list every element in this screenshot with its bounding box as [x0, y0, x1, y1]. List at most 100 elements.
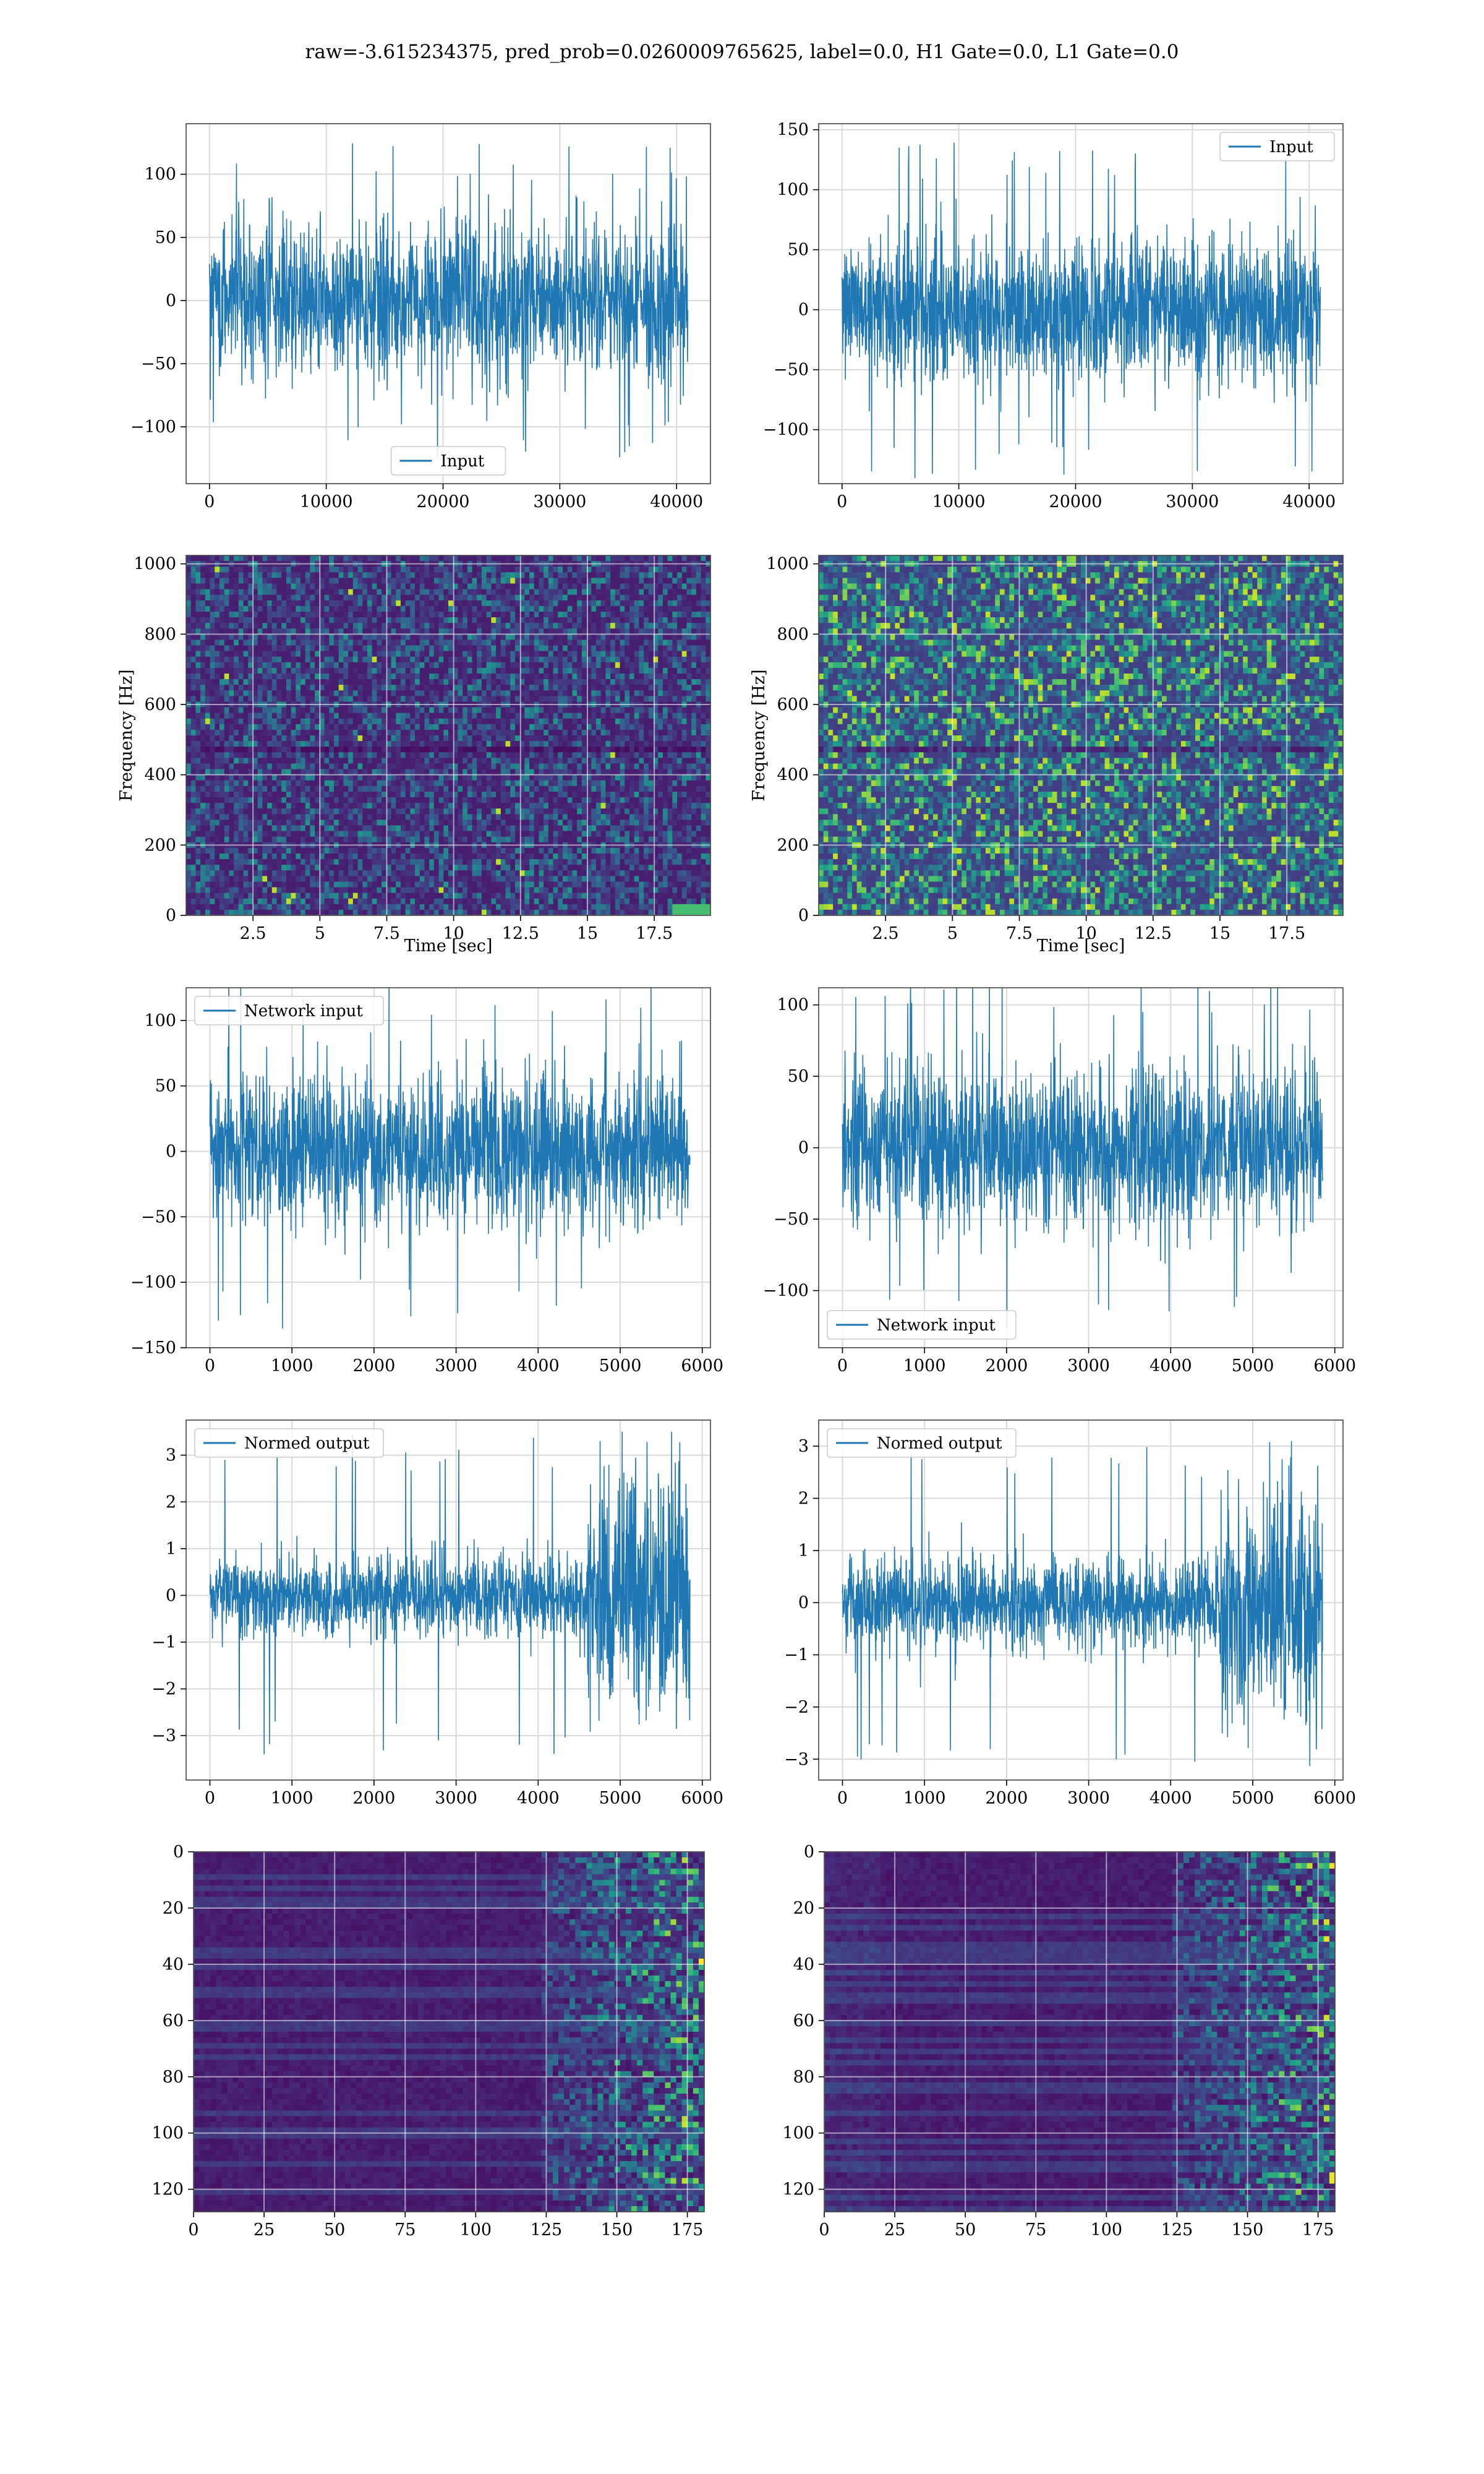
heatmap-cell [401, 578, 406, 584]
heatmap-cell [491, 708, 496, 714]
heatmap-cell [601, 792, 606, 798]
heatmap-cell [424, 792, 429, 798]
heatmap-cell [210, 617, 215, 623]
heatmap-cell [568, 741, 573, 747]
heatmap-cell [296, 786, 301, 792]
heatmap-cell [429, 595, 434, 601]
heatmap-cell [239, 679, 244, 685]
heatmap-cell [439, 713, 444, 719]
heatmap-cell [343, 747, 348, 753]
heatmap-cell [682, 690, 687, 696]
heatmap-cell [672, 741, 677, 747]
heatmap-cell [510, 685, 515, 691]
heatmap-cell [382, 719, 386, 725]
heatmap-cell [515, 735, 520, 742]
heatmap-cell [429, 741, 434, 747]
heatmap-cell [663, 719, 668, 725]
heatmap-cell [353, 713, 358, 719]
heatmap-cell [343, 674, 348, 680]
heatmap-cell [415, 730, 420, 736]
heatmap-cell [649, 617, 654, 623]
heatmap-cell [548, 713, 553, 719]
heatmap-cell [544, 685, 548, 691]
heatmap-cell [534, 668, 539, 674]
heatmap-cell [668, 747, 673, 753]
heatmap-cell [325, 741, 330, 747]
heatmap-cell [372, 555, 377, 562]
heatmap-cell [310, 646, 315, 652]
heatmap-cell [443, 758, 448, 764]
heatmap-cell [301, 696, 305, 702]
heatmap-cell [267, 690, 272, 696]
heatmap-cell [482, 612, 487, 618]
heatmap-cell [291, 668, 296, 674]
heatmap-cell [544, 612, 548, 618]
heatmap-cell [663, 690, 668, 696]
heatmap-cell [539, 623, 544, 629]
heatmap-cell [401, 713, 406, 719]
heatmap-cell [625, 786, 629, 792]
heatmap-cell [439, 803, 444, 809]
heatmap-cell [448, 792, 453, 798]
heatmap-cell [315, 730, 320, 736]
heatmap-cell [563, 634, 568, 640]
heatmap-cell [415, 713, 420, 719]
heatmap-cell [415, 668, 420, 674]
heatmap-cell [367, 775, 372, 781]
heatmap-cell [639, 781, 644, 787]
heatmap-cell [396, 572, 401, 578]
heatmap-cell [286, 651, 291, 657]
heatmap-cell [334, 651, 339, 657]
heatmap-cell [362, 730, 367, 736]
heatmap-cell [458, 646, 463, 652]
heatmap-cell [200, 662, 205, 669]
heatmap-cell [482, 668, 487, 674]
heatmap-cell [548, 781, 553, 787]
heatmap-cell [658, 567, 663, 573]
heatmap-cell [291, 679, 296, 685]
heatmap-cell [553, 679, 558, 685]
heatmap-cell [286, 668, 291, 674]
heatmap-cell [353, 617, 358, 623]
heatmap-cell [558, 781, 563, 787]
heatmap-cell [668, 775, 673, 781]
heatmap-cell [577, 555, 582, 562]
heatmap-cell [649, 775, 654, 781]
heatmap-cell [615, 662, 620, 669]
heatmap-cell [401, 719, 406, 725]
heatmap-cell [539, 752, 544, 758]
heatmap-cell [634, 612, 639, 618]
heatmap-cell [448, 696, 453, 702]
heatmap-cell [605, 572, 610, 578]
heatmap-cell [429, 651, 434, 657]
heatmap-cell [358, 679, 363, 685]
heatmap-cell [382, 595, 386, 601]
heatmap-cell [343, 730, 348, 736]
heatmap-cell [577, 741, 582, 747]
heatmap-cell [224, 781, 229, 787]
heatmap-cell [544, 657, 548, 663]
heatmap-cell [329, 735, 334, 742]
heatmap-cell [649, 662, 654, 669]
heatmap-cell [239, 730, 244, 736]
heatmap-cell [215, 679, 220, 685]
heatmap-cell [286, 758, 291, 764]
heatmap-cell [510, 634, 515, 640]
heatmap-cell [310, 685, 315, 691]
heatmap-cell [348, 583, 353, 589]
heatmap-cell [572, 640, 577, 646]
heatmap-cell [506, 685, 511, 691]
heatmap-cell [276, 651, 281, 657]
heatmap-cell [691, 589, 696, 596]
heatmap-cell [563, 567, 568, 573]
heatmap-cell [548, 646, 553, 652]
heatmap-cell [524, 623, 529, 629]
heatmap-cell [439, 601, 444, 607]
heatmap-cell [272, 674, 277, 680]
heatmap-cell [548, 662, 553, 669]
heatmap-cell [401, 567, 406, 573]
heatmap-cell [496, 685, 501, 691]
heatmap-cell [625, 752, 629, 758]
heatmap-cell [620, 758, 625, 764]
heatmap-cell [601, 679, 606, 685]
